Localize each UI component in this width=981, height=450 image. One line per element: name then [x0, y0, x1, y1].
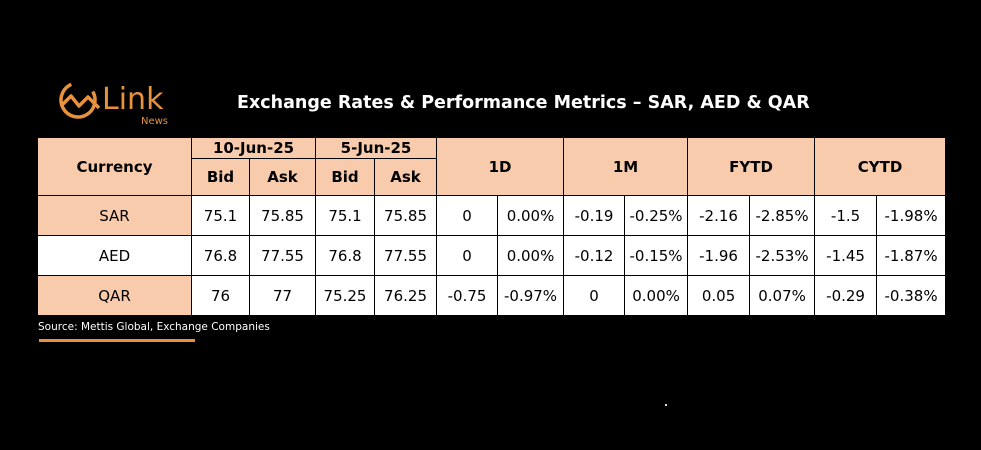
m1-abs-cell: -0.19 [563, 195, 626, 236]
d1-abs-cell: 0 [436, 235, 499, 276]
bid-cell: 76.8 [191, 235, 250, 276]
fytd-abs-cell: -1.96 [687, 235, 751, 276]
header-bid: Bid [191, 158, 250, 196]
stray-dot [665, 404, 667, 406]
m1-pct-cell: -0.15% [624, 235, 689, 276]
logo-name: Link [102, 82, 164, 117]
source-underline [39, 339, 195, 342]
rates-table: Currency 10-Jun-25 5-Jun-25 1D 1M FYTD C… [37, 137, 947, 316]
fytd-abs-cell: 0.05 [687, 275, 751, 316]
ask-cell: 75.85 [374, 195, 438, 236]
fytd-pct-cell: -2.85% [749, 195, 816, 236]
cytd-pct-cell: -1.98% [876, 195, 947, 236]
bid-cell: 76 [191, 275, 250, 316]
currency-cell: QAR [37, 275, 192, 316]
cytd-abs-cell: -1.45 [814, 235, 878, 276]
d1-pct-cell: 0.00% [497, 235, 565, 276]
ask-cell: 76.25 [374, 275, 438, 316]
logo-sub: News [141, 116, 169, 127]
m1-pct-cell: -0.25% [624, 195, 689, 236]
d1-pct-cell: 0.00% [497, 195, 565, 236]
m1-abs-cell: 0 [563, 275, 626, 316]
bid-cell: 76.8 [315, 235, 376, 276]
bid-cell: 75.25 [315, 275, 376, 316]
ask-cell: 77.55 [374, 235, 438, 276]
chart-line-icon [59, 81, 101, 119]
currency-cell: SAR [37, 195, 192, 236]
ask-cell: 77.55 [248, 235, 317, 276]
header-bid: Bid [315, 158, 376, 196]
bid-cell: 75.1 [315, 195, 376, 236]
m1-pct-cell: 0.00% [624, 275, 689, 316]
fytd-pct-cell: 0.07% [749, 275, 816, 316]
header-ask: Ask [248, 158, 317, 196]
header-date-2: 5-Jun-25 [315, 137, 438, 159]
header-cytd: CYTD [814, 137, 947, 196]
header-date-1: 10-Jun-25 [190, 137, 317, 159]
currency-cell: AED [37, 235, 192, 276]
fytd-abs-cell: -2.16 [687, 195, 751, 236]
cytd-abs-cell: -1.5 [814, 195, 878, 236]
m1-abs-cell: -0.12 [563, 235, 626, 276]
d1-abs-cell: 0 [436, 195, 499, 236]
logo: Link News [58, 78, 178, 128]
fytd-pct-cell: -2.53% [749, 235, 816, 276]
table-row: SAR 75.1 75.85 75.1 75.85 0 0.00% -0.19 … [37, 195, 947, 236]
source-note: Source: Mettis Global, Exchange Companie… [38, 321, 270, 333]
table-row: AED 76.8 77.55 76.8 77.55 0 0.00% -0.12 … [37, 235, 947, 276]
cytd-abs-cell: -0.29 [814, 275, 878, 316]
header-currency: Currency [37, 137, 192, 196]
d1-pct-cell: -0.97% [497, 275, 565, 316]
page-title: Exchange Rates & Performance Metrics – S… [237, 93, 810, 113]
d1-abs-cell: -0.75 [436, 275, 499, 316]
ask-cell: 77 [248, 275, 317, 316]
header-1m: 1M [563, 137, 689, 196]
bid-cell: 75.1 [191, 195, 250, 236]
ask-cell: 75.85 [248, 195, 317, 236]
table-row: QAR 76 77 75.25 76.25 -0.75 -0.97% 0 0.0… [37, 275, 947, 316]
header-fytd: FYTD [687, 137, 816, 196]
cytd-pct-cell: -1.87% [876, 235, 947, 276]
cytd-pct-cell: -0.38% [876, 275, 947, 316]
header-1d: 1D [436, 137, 565, 196]
header-ask: Ask [374, 158, 438, 196]
